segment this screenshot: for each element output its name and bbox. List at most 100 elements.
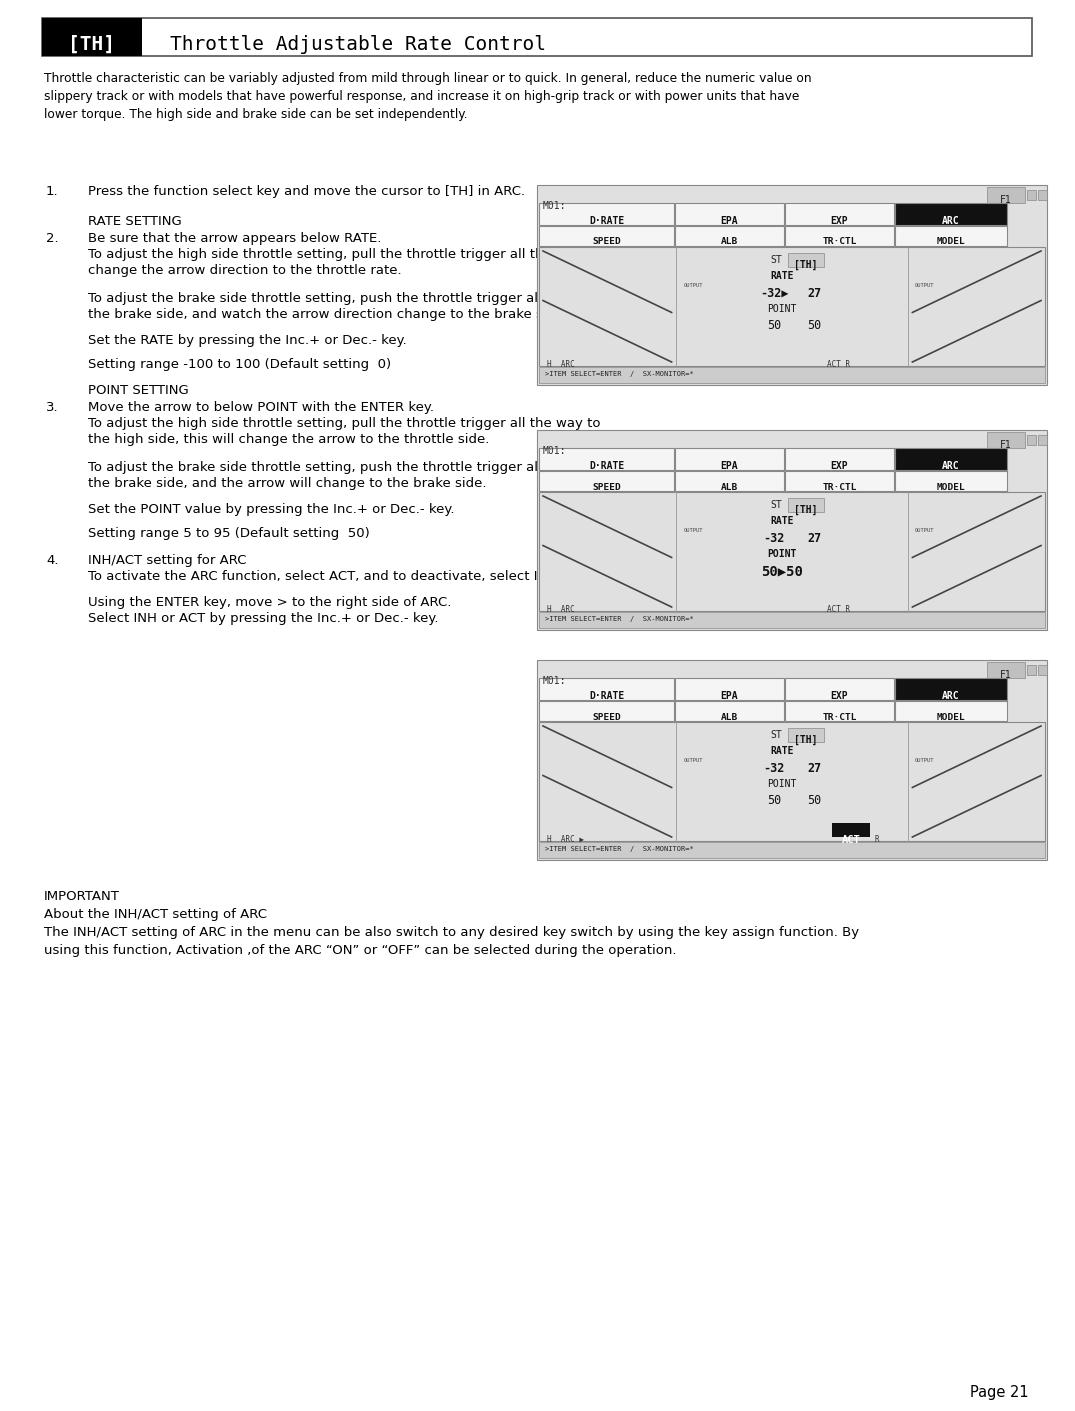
Text: H  ARC ▶: H ARC ▶ bbox=[547, 835, 584, 844]
Text: D·RATE: D·RATE bbox=[589, 461, 625, 471]
Text: POINT: POINT bbox=[768, 549, 797, 559]
Text: M01:: M01: bbox=[543, 446, 567, 456]
Text: EPA: EPA bbox=[720, 691, 739, 701]
Text: M01:: M01: bbox=[543, 200, 567, 212]
Bar bbox=[538, 660, 1047, 859]
Text: 50▶50: 50▶50 bbox=[761, 564, 803, 579]
Bar bbox=[42, 18, 1032, 56]
Text: ARC: ARC bbox=[942, 461, 960, 471]
Text: To adjust the high side throttle setting, pull the throttle trigger all the way : To adjust the high side throttle setting… bbox=[88, 248, 601, 261]
Text: ST: ST bbox=[770, 255, 782, 265]
Text: RATE: RATE bbox=[771, 271, 793, 281]
Text: the brake side, and watch the arrow direction change to the brake side.: the brake side, and watch the arrow dire… bbox=[88, 308, 568, 320]
Text: To activate the ARC function, select ACT, and to deactivate, select INH.: To activate the ARC function, select ACT… bbox=[88, 570, 561, 583]
Text: Setting range 5 to 95 (Default setting  50): Setting range 5 to 95 (Default setting 5… bbox=[88, 526, 370, 540]
Text: Page 21: Page 21 bbox=[971, 1386, 1029, 1400]
Bar bbox=[42, 18, 142, 56]
Text: 27: 27 bbox=[807, 532, 821, 545]
Text: TR·CTL: TR·CTL bbox=[822, 237, 857, 247]
Bar bbox=[539, 226, 674, 246]
Text: MODEL: MODEL bbox=[936, 237, 965, 247]
Text: OUTPUT: OUTPUT bbox=[915, 758, 934, 763]
Text: EPA: EPA bbox=[720, 216, 739, 226]
Bar bbox=[895, 701, 1007, 721]
Bar bbox=[539, 842, 1045, 858]
Bar bbox=[788, 728, 825, 742]
Text: [TH]: [TH] bbox=[794, 505, 818, 515]
Text: ALB: ALB bbox=[721, 237, 739, 247]
Text: 2.: 2. bbox=[46, 231, 59, 246]
Text: OUTPUT: OUTPUT bbox=[684, 528, 703, 533]
Text: Using the ENTER key, move > to the right side of ARC.: Using the ENTER key, move > to the right… bbox=[88, 595, 452, 610]
Text: EXP: EXP bbox=[831, 461, 848, 471]
Bar bbox=[785, 679, 894, 700]
Text: RATE: RATE bbox=[771, 746, 793, 756]
Text: 4.: 4. bbox=[46, 555, 58, 567]
Text: EXP: EXP bbox=[831, 691, 848, 701]
Bar bbox=[987, 432, 1024, 449]
Text: TR·CTL: TR·CTL bbox=[822, 483, 857, 491]
Bar bbox=[675, 701, 784, 721]
Text: H  ARC: H ARC bbox=[547, 360, 575, 370]
Text: >ITEM SELECT=ENTER  /  SX-MONITOR=*: >ITEM SELECT=ENTER / SX-MONITOR=* bbox=[545, 847, 693, 852]
Text: Set the POINT value by pressing the Inc.+ or Dec.- key.: Set the POINT value by pressing the Inc.… bbox=[88, 502, 455, 516]
Text: ARC: ARC bbox=[942, 216, 960, 226]
Text: To adjust the high side throttle setting, pull the throttle trigger all the way : To adjust the high side throttle setting… bbox=[88, 418, 601, 430]
Text: -32: -32 bbox=[763, 762, 785, 775]
Text: Press the function select key and move the cursor to [TH] in ARC.: Press the function select key and move t… bbox=[88, 185, 525, 198]
Bar bbox=[539, 492, 1045, 611]
Text: F1: F1 bbox=[1000, 440, 1012, 450]
Text: Move the arrow to below POINT with the ENTER key.: Move the arrow to below POINT with the E… bbox=[88, 401, 434, 413]
Text: MODEL: MODEL bbox=[936, 483, 965, 491]
Text: POINT: POINT bbox=[768, 779, 797, 789]
Bar bbox=[539, 722, 1045, 841]
Bar bbox=[785, 449, 894, 470]
Bar bbox=[675, 203, 784, 224]
Text: Setting range -100 to 100 (Default setting  0): Setting range -100 to 100 (Default setti… bbox=[88, 358, 391, 371]
Bar bbox=[539, 247, 1045, 365]
Text: RATE: RATE bbox=[771, 516, 793, 526]
Bar bbox=[1027, 665, 1036, 674]
Text: Throttle characteristic can be variably adjusted from mild through linear or to : Throttle characteristic can be variably … bbox=[44, 72, 812, 121]
Bar bbox=[675, 471, 784, 491]
Bar bbox=[785, 471, 894, 491]
Bar bbox=[539, 203, 674, 224]
Text: Throttle Adjustable Rate Control: Throttle Adjustable Rate Control bbox=[170, 34, 546, 54]
Bar bbox=[785, 203, 894, 224]
Text: 50: 50 bbox=[807, 794, 821, 807]
Bar bbox=[895, 449, 1007, 470]
Text: SPEED: SPEED bbox=[592, 483, 621, 491]
Text: ST: ST bbox=[770, 499, 782, 509]
Text: SPEED: SPEED bbox=[592, 713, 621, 721]
Text: SPEED: SPEED bbox=[592, 237, 621, 247]
Text: the brake side, and the arrow will change to the brake side.: the brake side, and the arrow will chang… bbox=[88, 477, 487, 490]
Text: >ITEM SELECT=ENTER  /  SX-MONITOR=*: >ITEM SELECT=ENTER / SX-MONITOR=* bbox=[545, 617, 693, 622]
Text: The INH/ACT setting of ARC in the menu can be also switch to any desired key swi: The INH/ACT setting of ARC in the menu c… bbox=[44, 926, 859, 957]
Text: 1.: 1. bbox=[46, 185, 59, 198]
Text: [TH]: [TH] bbox=[69, 34, 115, 54]
Text: [TH]: [TH] bbox=[794, 260, 818, 270]
Text: OUTPUT: OUTPUT bbox=[915, 282, 934, 288]
Bar bbox=[539, 701, 674, 721]
Text: POINT: POINT bbox=[768, 303, 797, 315]
Bar bbox=[675, 449, 784, 470]
Bar bbox=[539, 471, 674, 491]
Text: -32▶: -32▶ bbox=[760, 286, 788, 301]
Text: RATE SETTING: RATE SETTING bbox=[88, 214, 182, 229]
Text: OUTPUT: OUTPUT bbox=[915, 528, 934, 533]
Text: 50: 50 bbox=[807, 319, 821, 332]
Text: Be sure that the arrow appears below RATE.: Be sure that the arrow appears below RAT… bbox=[88, 231, 382, 246]
Bar bbox=[987, 188, 1024, 203]
Bar bbox=[538, 430, 1047, 629]
Bar bbox=[539, 612, 1045, 628]
Text: F1: F1 bbox=[1000, 195, 1012, 205]
Text: ARC: ARC bbox=[942, 691, 960, 701]
Bar bbox=[895, 679, 1007, 700]
Bar bbox=[675, 679, 784, 700]
Bar bbox=[1027, 435, 1036, 444]
Bar bbox=[539, 449, 674, 470]
Text: 27: 27 bbox=[807, 762, 821, 775]
Text: [TH]: [TH] bbox=[794, 735, 818, 745]
Text: EPA: EPA bbox=[720, 461, 739, 471]
Text: About the INH/ACT setting of ARC: About the INH/ACT setting of ARC bbox=[44, 909, 267, 921]
